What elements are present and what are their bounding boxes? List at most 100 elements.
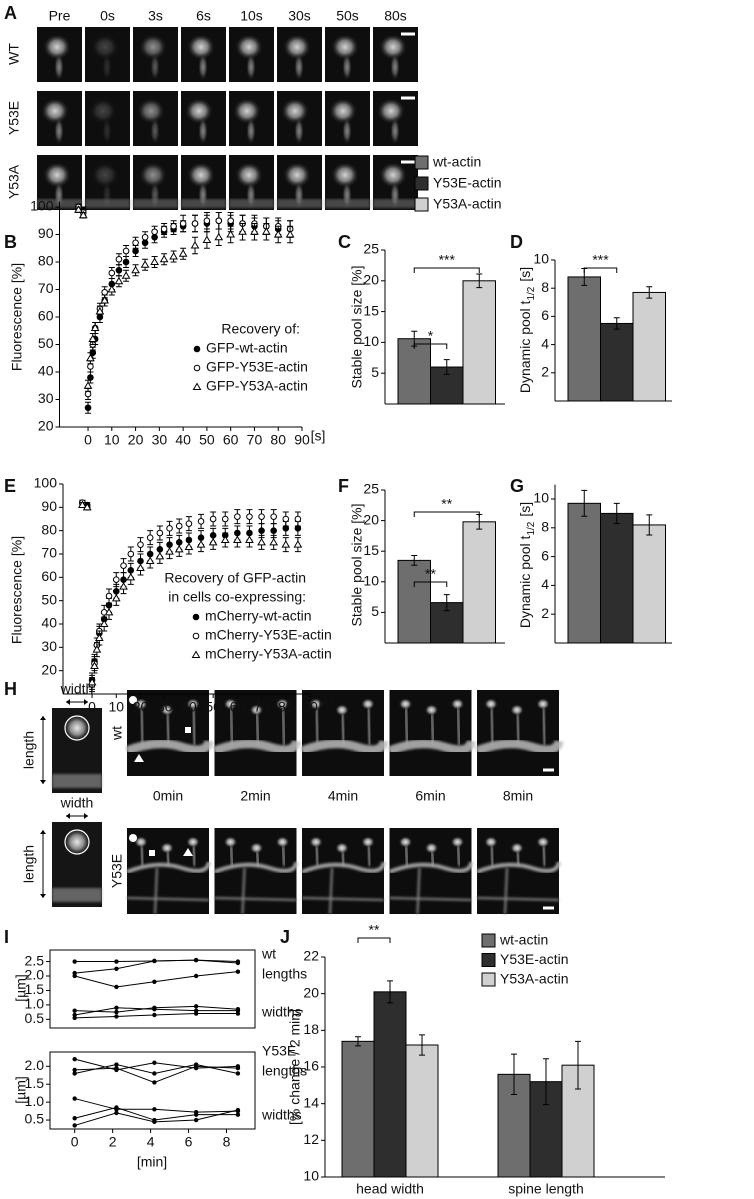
head-signal [335, 704, 349, 716]
data-point [72, 1008, 77, 1013]
head-signal [484, 836, 498, 848]
significance-label: ** [441, 496, 452, 512]
head-signal [63, 828, 91, 856]
marker [126, 572, 136, 581]
legend-swatch [414, 197, 429, 212]
x-tick-label: 50 [205, 699, 221, 715]
neck-signal [102, 53, 112, 81]
annotation: wt [261, 946, 276, 962]
marker [82, 502, 92, 511]
marker-circle [129, 834, 137, 842]
marker [156, 529, 164, 537]
x-tick-label: spine length [508, 1181, 584, 1197]
marker [159, 254, 169, 263]
y-tick-label: 1.0 [25, 996, 45, 1012]
marker [261, 227, 271, 235]
head-signal [424, 842, 439, 854]
x-tick-label: 20 [133, 699, 149, 715]
neck-signal [246, 53, 256, 81]
spine-signal [235, 162, 263, 188]
significance-label: * [428, 328, 434, 344]
dendrite-signal [229, 199, 274, 208]
bar [397, 559, 431, 644]
data-point [114, 1062, 119, 1067]
head-signal [249, 842, 264, 854]
y-tick-label: 6 [541, 307, 549, 323]
marker [84, 390, 92, 398]
error-bar [387, 980, 393, 1004]
timepoint-label: 3s [148, 8, 163, 24]
head-signal [450, 698, 465, 710]
marker [105, 592, 113, 600]
marker [101, 288, 108, 296]
legend-title: Recovery of GFP-actin [164, 570, 306, 586]
head-signal [536, 836, 550, 848]
head-signal [275, 698, 290, 710]
data-point [235, 1107, 241, 1113]
marker [84, 404, 92, 412]
y-tick-label: 30 [41, 638, 57, 654]
spine-signal [43, 34, 71, 60]
bar [600, 512, 634, 644]
legend-title: in cells co-expressing: [168, 589, 306, 605]
marker [197, 518, 205, 525]
marker [115, 266, 123, 274]
significance-label: ** [425, 566, 436, 582]
head-signal [398, 698, 413, 710]
x-tick-label: 80 [278, 699, 294, 715]
bar [373, 991, 407, 1178]
data-point [152, 1007, 157, 1012]
error-bar [646, 514, 653, 536]
y-axis-label: Fluorescence [%] [9, 263, 25, 371]
significance-bracket [413, 343, 448, 349]
y-tick-label: 20 [38, 418, 54, 434]
head-signal [134, 698, 148, 710]
data-point [72, 1096, 77, 1101]
data-point [152, 1080, 157, 1085]
error-bar [613, 317, 620, 330]
dendrite-signal [213, 861, 299, 874]
y-tick-label: 10 [533, 490, 549, 506]
marker [227, 217, 234, 225]
spine-signal [139, 34, 167, 60]
y-tick-label: 25 [363, 241, 379, 257]
y-tick-label: 0.5 [25, 1010, 45, 1026]
head-signal [424, 704, 439, 716]
marker [137, 541, 144, 548]
marker [92, 645, 102, 653]
dendrite-signal [388, 861, 474, 874]
x-tick-label: 6 [185, 1134, 193, 1150]
y-tick-label: 20 [41, 661, 57, 677]
spine-signal [235, 34, 263, 60]
data-point [114, 1005, 119, 1010]
timepoint-label: Pre [49, 8, 71, 24]
data-point [193, 1117, 199, 1123]
data-point [114, 959, 119, 964]
legend-title: Recovery of: [221, 321, 300, 337]
significance-bracket [583, 267, 618, 273]
timepoint-label: 30s [288, 8, 311, 24]
data-point [72, 1071, 77, 1076]
y-tick-label: 10 [363, 333, 379, 349]
neck-signal [229, 703, 234, 746]
timepoint-label: 50s [336, 8, 359, 24]
x-tick-label: 0 [84, 432, 92, 448]
timepoint-label: 8min [503, 788, 533, 804]
marker [203, 217, 211, 225]
branch-signal [389, 867, 472, 915]
x-axis-label: [s] [319, 695, 334, 711]
panel-label: H [4, 679, 17, 699]
y-axis-label: Fluorescence [%] [9, 536, 25, 644]
bar [462, 280, 496, 405]
y-tick-label: 15 [363, 302, 379, 318]
head-signal [249, 704, 264, 716]
y-axis-label: Stable pool size [%] [349, 504, 365, 627]
branch-signal [214, 867, 297, 915]
data-point [152, 1060, 157, 1065]
spine-signal [281, 98, 309, 124]
head-signal [450, 836, 465, 848]
marker-triangle [134, 754, 144, 762]
marker [273, 230, 283, 238]
y-tick-label: 20 [363, 511, 379, 527]
y-axis-label: Dynamic pool t1/2 [s] [517, 267, 537, 393]
